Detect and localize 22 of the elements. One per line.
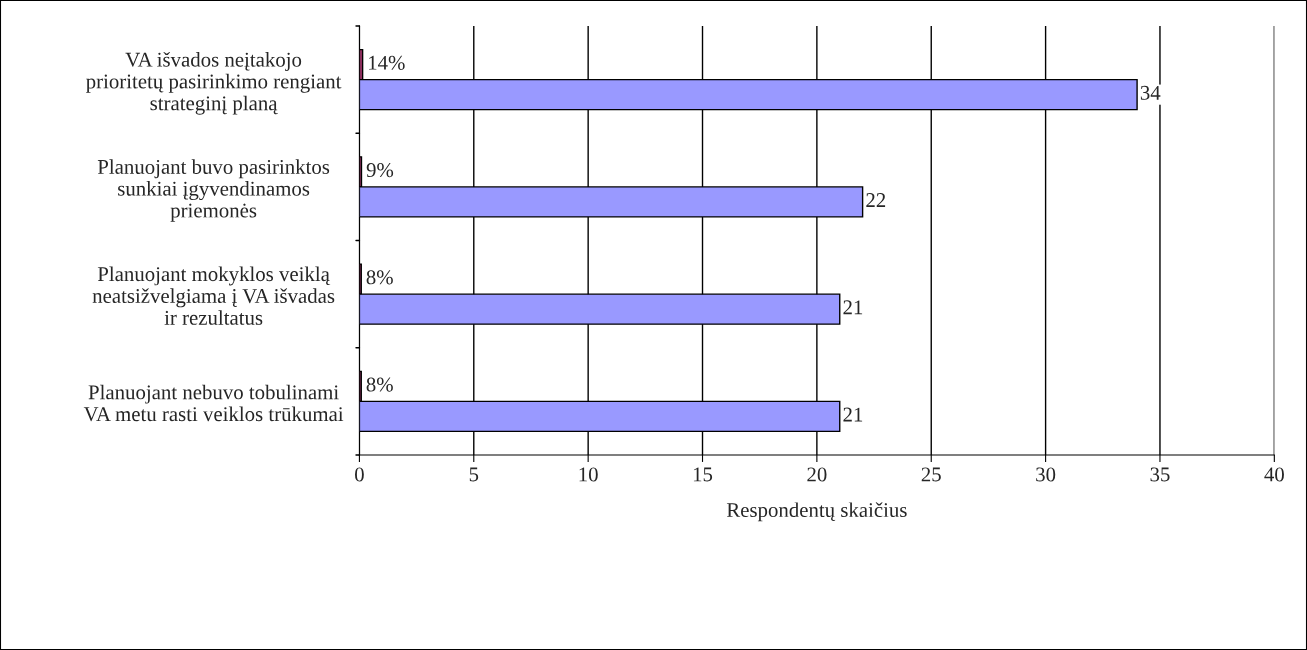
data-label: 21 [843, 300, 863, 315]
x-tick-label: 0 [355, 467, 364, 482]
x-tick-label: 25 [921, 467, 941, 482]
x-axis-title: Respondentų skaičius [726, 502, 907, 522]
data-label: 21 [843, 407, 863, 422]
y-tick-label: Planuojant buvo pasirinktos sunkiai įgyvendinamos priemonės [97, 159, 330, 222]
x-tick-label: 15 [693, 467, 713, 482]
x-tick-label: 10 [579, 467, 598, 482]
data-label: 8% [366, 270, 393, 285]
x-tick-label: 5 [469, 467, 479, 482]
data-label: 34 [1140, 85, 1161, 100]
data-label: 9% [366, 163, 394, 178]
data-label: 14% [369, 55, 405, 70]
x-tick-label: 40 [1264, 467, 1284, 482]
y-tick-label: Planuojant mokyklos veiklą neatsižvelgiama į VA išvadas ir rezultatus [92, 266, 335, 325]
y-tick-label: Planuojant nebuvo tobulinami VA metu rasti veiklos trūkumai [83, 384, 344, 422]
x-tick-label: 30 [1036, 467, 1056, 482]
y-tick-label: VA išvados neįtakojo prioritetų pasirinkimo rengiant strateginį planą [86, 52, 342, 115]
data-label: 22 [866, 193, 886, 207]
data-label: 8% [366, 377, 393, 392]
x-tick-label: 35 [1150, 467, 1170, 482]
x-tick-label: 20 [807, 467, 827, 482]
